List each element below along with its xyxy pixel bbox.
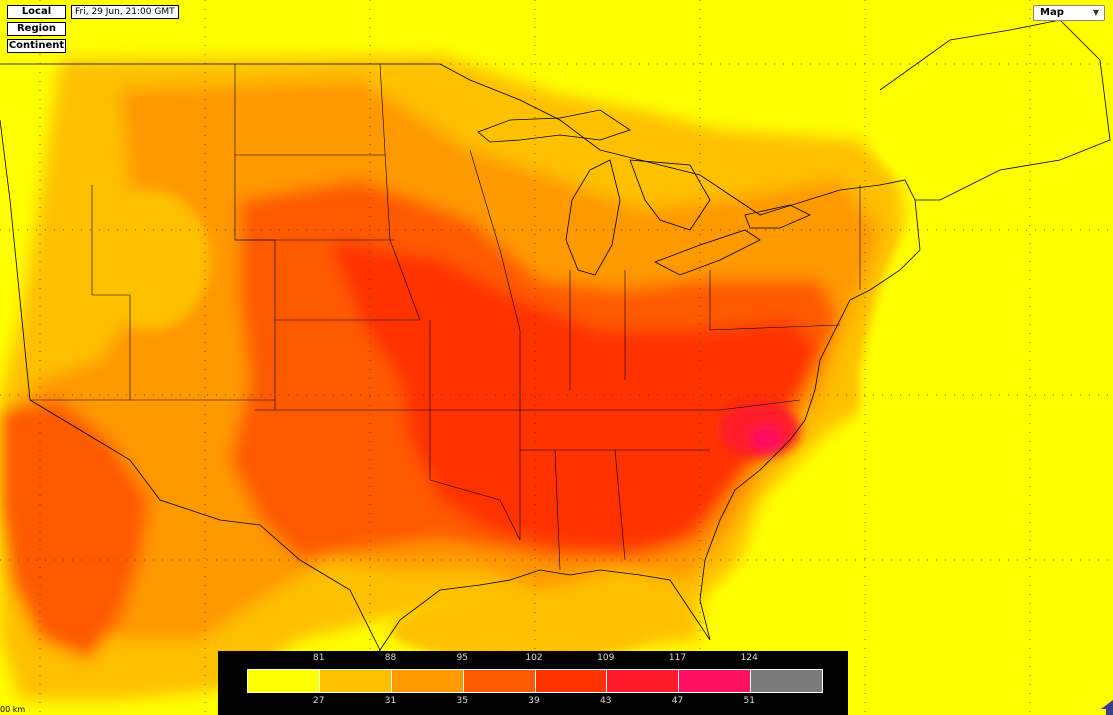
legend-tick-celsius: 47	[671, 696, 684, 706]
legend-tick-fahrenheit: 81	[313, 653, 325, 663]
state-borders	[30, 63, 861, 571]
legend-swatch	[607, 670, 680, 692]
us-canada-border	[0, 63, 921, 251]
legend-tick-fahrenheit: 109	[597, 653, 615, 663]
map-scale-label: 00 km	[0, 705, 26, 714]
lake-huron	[629, 159, 711, 231]
zone-southwest-hot	[0, 400, 150, 660]
legend-tick-fahrenheit: 124	[740, 653, 758, 663]
us-mexico-border	[29, 399, 381, 651]
zone-extreme	[330, 240, 820, 550]
legend-fahrenheit-labels: 81 88 95 102 109 117 124	[218, 653, 848, 665]
lake-erie	[654, 229, 761, 276]
legend-swatch	[463, 670, 536, 692]
legend-tick-celsius: 39	[528, 696, 540, 706]
map-type-select[interactable]: Map ▼	[1033, 5, 1105, 21]
forecast-timestamp: Fri, 29 Jun, 21:00 GMT	[71, 5, 179, 19]
chevron-down-icon: ▼	[1092, 8, 1099, 17]
legend-tick-fahrenheit: 88	[384, 653, 397, 663]
legend-tick-fahrenheit: 102	[525, 653, 543, 663]
legend-swatch	[679, 670, 752, 692]
legend-swatch	[535, 670, 608, 692]
legend-tick-celsius: 43	[600, 696, 612, 706]
canada-coast	[879, 19, 1111, 201]
legend-celsius-labels: 27 31 35 39 43 47 51	[218, 696, 848, 708]
legend-swatch	[319, 670, 392, 692]
legend-swatch	[391, 670, 464, 692]
legend-tick-celsius: 27	[313, 696, 325, 706]
hotspot-carolinas-core	[750, 426, 782, 450]
legend-tick-celsius: 51	[743, 696, 755, 706]
local-button[interactable]: Local	[7, 5, 66, 19]
cool-canada	[870, 30, 1113, 210]
lake-ontario	[744, 204, 811, 229]
cool-gulf	[390, 600, 650, 660]
legend-swatch	[248, 670, 320, 692]
legend-color-bar	[247, 669, 823, 693]
temperature-legend: 81 88 95 102 109 117 124 27 31 35 39 43 47 51	[218, 651, 848, 715]
legend-tick-fahrenheit: 95	[456, 653, 468, 663]
east-coast	[699, 249, 921, 641]
lake-superior	[477, 109, 631, 143]
legend-tick-fahrenheit: 117	[668, 653, 687, 663]
lake-michigan	[565, 159, 621, 276]
cool-atlantic	[860, 180, 1100, 660]
continent-button[interactable]: Continent	[7, 39, 66, 53]
legend-swatch	[751, 670, 822, 692]
navigate-arrow-icon[interactable]	[1101, 700, 1113, 715]
map-type-label: Map	[1040, 7, 1064, 18]
legend-tick-celsius: 35	[456, 696, 468, 706]
legend-tick-celsius: 31	[384, 696, 397, 706]
cool-rockies	[90, 190, 210, 330]
region-button[interactable]: Region	[7, 22, 66, 36]
gulf-coast	[379, 569, 711, 651]
west-coast	[0, 119, 31, 401]
